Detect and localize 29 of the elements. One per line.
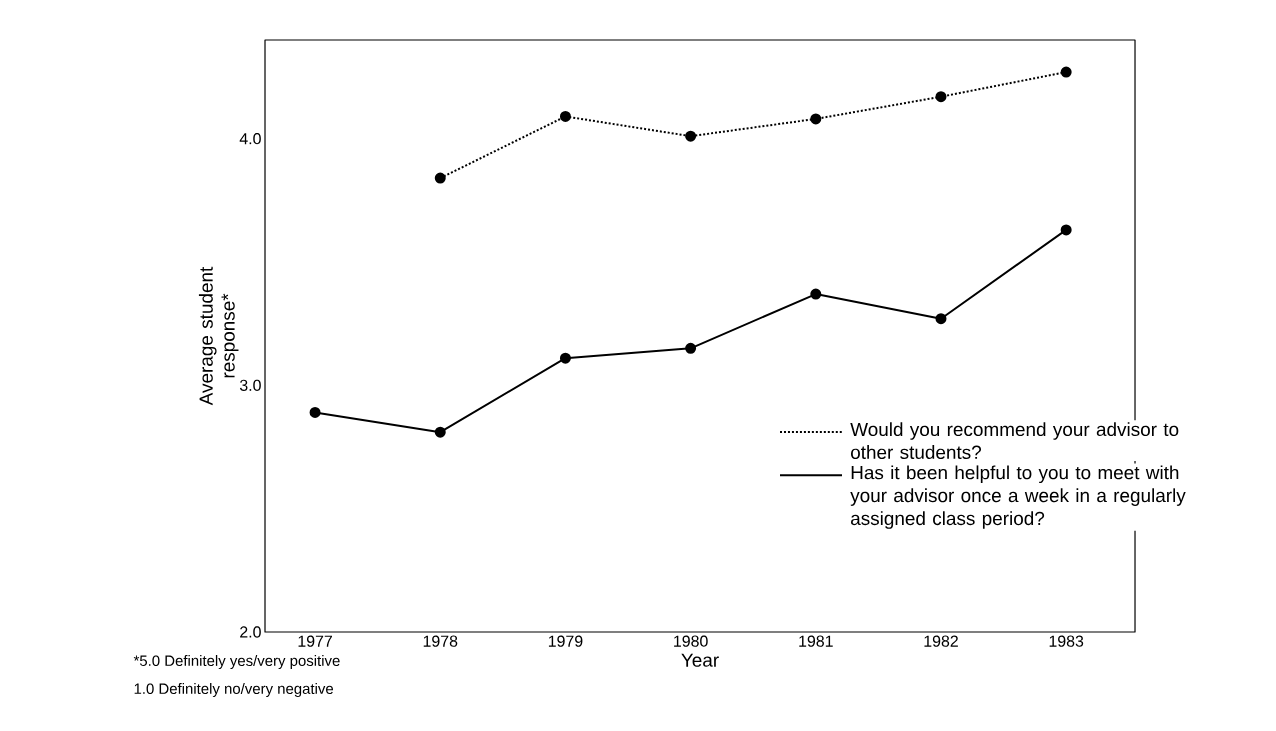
legend-label: Has it been helpful to you to meet with your advisor once a week in a regularly assigned class period? (850, 465, 1186, 529)
point (935, 313, 947, 325)
point (1060, 224, 1072, 236)
legend-label: Would you recommend your advisor to other students? (850, 422, 1179, 459)
point (434, 172, 446, 184)
point (685, 342, 697, 354)
x-tick-label: 1979 (548, 635, 583, 647)
y-tick-label: 4.0 (239, 133, 261, 145)
y-axis-title: Average student response* (198, 266, 239, 406)
x-axis-title: Year (681, 653, 719, 667)
x-tick-label: 1982 (924, 635, 958, 647)
point (559, 110, 571, 122)
y-tick-label: 3.0 (239, 379, 261, 391)
point (810, 288, 822, 300)
x-tick-label: 1977 (298, 635, 332, 647)
text: 1.0 Definitely no/very negative (134, 683, 334, 697)
point (1060, 66, 1072, 78)
y-tick-label: 2.0 (240, 626, 261, 638)
x-tick-label: 1980 (674, 635, 708, 647)
x-tick-label: 1981 (799, 635, 833, 647)
x-tick-label: 1978 (423, 635, 458, 647)
point (434, 426, 446, 438)
point (685, 130, 697, 142)
point (559, 352, 571, 364)
x-tick-label: 1983 (1049, 635, 1084, 647)
text: *5.0 Definitely yes/very positive (133, 655, 340, 669)
point (309, 406, 321, 418)
point (810, 113, 822, 125)
point (935, 91, 947, 103)
